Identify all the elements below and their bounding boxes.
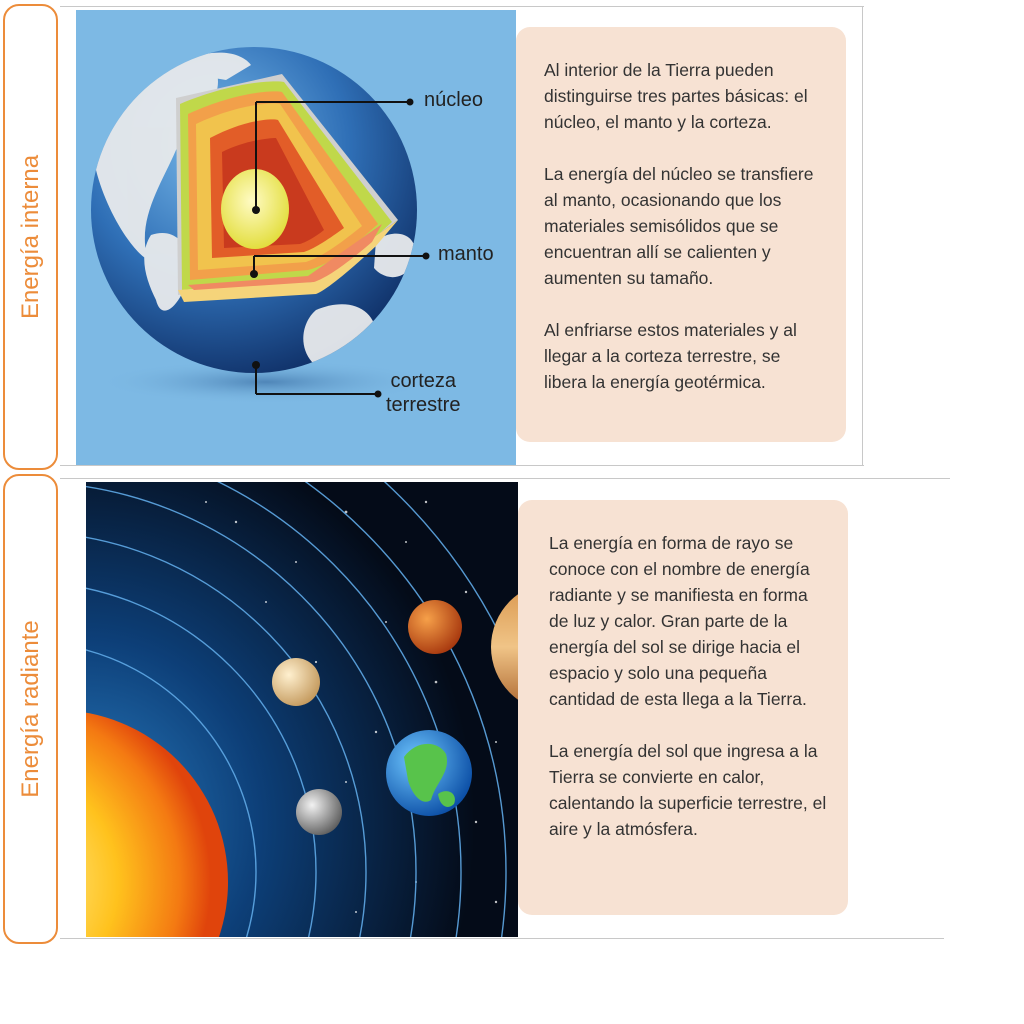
divider-bottom — [60, 938, 944, 939]
earth-cutaway-illustration — [91, 47, 436, 404]
text-box-energia-interna: Al interior de la Tierra pueden distingu… — [516, 27, 846, 442]
paragraph-radiante-2: La energía del sol que ingresa a la Tier… — [549, 741, 827, 839]
divider-middle — [60, 465, 864, 466]
divider-top — [60, 6, 864, 7]
tab-label-energia-interna: Energía interna — [16, 154, 44, 320]
divider-right — [862, 6, 863, 466]
paragraph-radiante-1: La energía en forma de rayo se conoce co… — [549, 533, 810, 709]
text-box-energia-radiante: La energía en forma de rayo se conoce co… — [518, 500, 848, 915]
tab-label-energia-radiante: Energía radiante — [16, 620, 44, 798]
tab-energia-radiante: Energía radiante — [3, 474, 58, 944]
paragraph-interna-1: Al interior de la Tierra pueden distingu… — [544, 60, 808, 132]
label-nucleo: núcleo — [424, 89, 483, 111]
label-manto: manto — [438, 243, 494, 265]
tab-energia-interna: Energía interna — [3, 4, 58, 470]
paragraph-interna-3: Al enfriarse estos materiales y al llega… — [544, 320, 797, 392]
label-corteza-terrestre: corteza terrestre — [386, 370, 461, 416]
earth-layers-image — [76, 10, 516, 465]
divider-section-2-top — [60, 478, 950, 479]
solar-system-illustration — [86, 482, 518, 937]
paragraph-interna-2: La energía del núcleo se transfiere al m… — [544, 164, 814, 288]
solar-system-image — [86, 482, 518, 937]
